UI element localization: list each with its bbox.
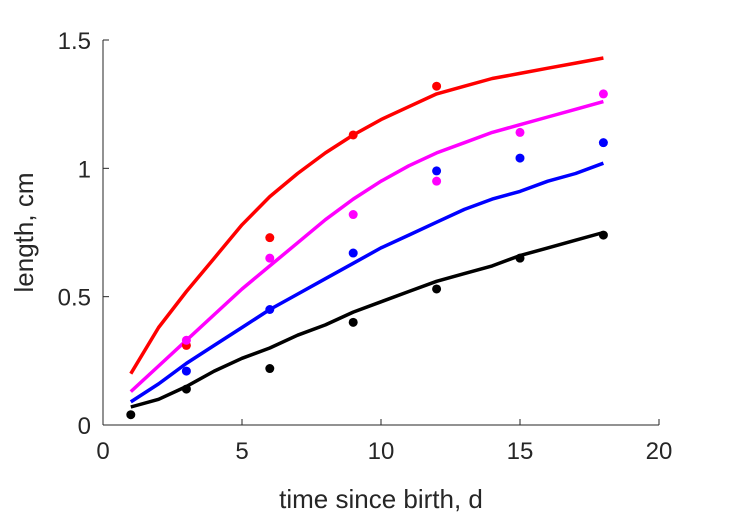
y-ticks: 0 0.5 1 1.5 (58, 28, 109, 440)
y-axis-label: length, cm (9, 173, 39, 293)
data-point-series-4 (181, 384, 191, 394)
data-point-series-4 (348, 317, 358, 327)
data-point-series-1 (265, 233, 275, 243)
data-point-series-4 (432, 284, 442, 294)
data-point-series-2 (265, 253, 275, 263)
y-tick-label: 1.5 (58, 28, 91, 55)
data-point-series-2 (598, 89, 608, 99)
x-tick-label: 10 (368, 438, 395, 465)
data-point-series-3 (432, 166, 442, 176)
data-point-series-3 (265, 305, 275, 314)
fit-curves (129, 56, 605, 409)
data-point-series-3 (181, 366, 191, 376)
data-point-series-1 (348, 130, 358, 140)
data-points (126, 81, 608, 420)
data-point-series-2 (515, 127, 525, 137)
fit-curve-1 (129, 56, 604, 375)
x-axis-label: time since birth, d (279, 484, 483, 514)
data-point-series-2 (181, 335, 191, 345)
fit-curve-3 (129, 161, 605, 404)
y-tick-label: 1 (78, 156, 91, 183)
fit-curve-2 (129, 99, 604, 393)
y-tick-label: 0 (78, 413, 91, 440)
x-tick-label: 0 (96, 438, 109, 465)
data-point-series-2 (432, 176, 442, 186)
data-point-series-4 (515, 253, 525, 263)
data-point-series-3 (515, 153, 525, 163)
x-tick-label: 15 (507, 438, 534, 465)
x-ticks: 0 5 10 15 20 (96, 419, 672, 465)
data-point-series-3 (598, 138, 608, 148)
data-point-series-1 (432, 81, 442, 91)
data-point-series-4 (126, 410, 136, 420)
data-point-series-4 (598, 230, 608, 240)
data-point-series-3 (348, 248, 358, 258)
axes: 0 5 10 15 20 0 0.5 1 1.5 (58, 28, 673, 465)
data-point-series-2 (348, 210, 358, 220)
y-tick-label: 0.5 (58, 285, 91, 312)
fit-curve-4 (130, 230, 604, 409)
x-tick-label: 20 (646, 438, 673, 465)
x-tick-label: 5 (235, 438, 248, 465)
data-point-series-4 (265, 364, 275, 374)
